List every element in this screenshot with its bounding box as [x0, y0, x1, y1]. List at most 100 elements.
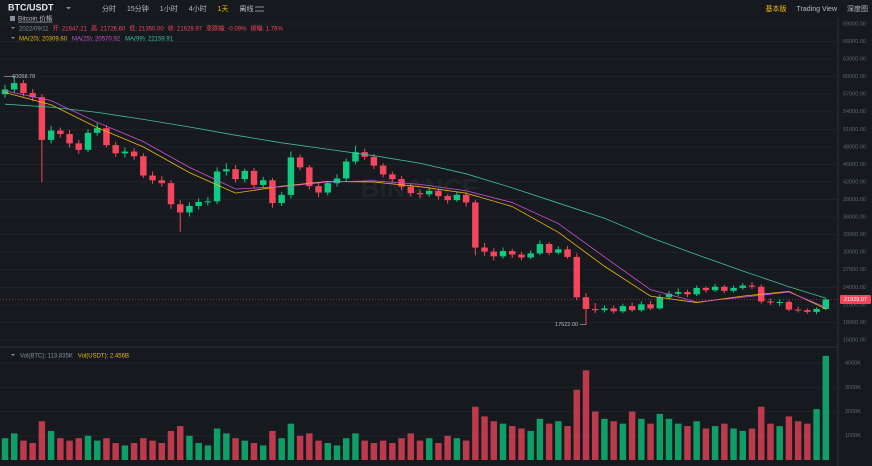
symbol[interactable]: BTC/USDT [8, 2, 54, 12]
candle-body [333, 178, 341, 184]
last-price-box [840, 294, 871, 304]
interval-tab[interactable]: 1小时 [160, 4, 178, 13]
volume-bar [66, 440, 73, 460]
volume-bar [296, 435, 304, 460]
interval-tab[interactable]: 4小时 [189, 4, 207, 13]
y-tick-label: 15000.00 [843, 337, 866, 343]
candle-body [822, 299, 830, 309]
volume-bar [158, 443, 166, 460]
candle-body [241, 170, 249, 180]
candle-body [57, 130, 64, 135]
volume-bar [628, 411, 636, 460]
volume-bar [269, 430, 276, 460]
candle-body [591, 308, 599, 311]
volume-bar [186, 435, 193, 460]
candle-body [721, 286, 728, 291]
candle-body [702, 287, 710, 291]
candle-body [527, 253, 534, 258]
volume-bar [176, 426, 184, 460]
volume-bar [20, 440, 27, 460]
candle-body [204, 201, 212, 203]
symbol-caret[interactable] [66, 7, 71, 10]
candle-body [776, 301, 783, 303]
candle-body [20, 83, 27, 94]
candle-body [103, 128, 110, 146]
collapse-caret[interactable] [11, 354, 15, 356]
candle-body [315, 186, 322, 193]
interval-tab[interactable]: 周线 [240, 4, 254, 13]
candle-body [213, 171, 221, 202]
volume-bar [794, 421, 802, 460]
volume-bar [47, 430, 55, 460]
volume-bar [730, 428, 737, 460]
interval-caret[interactable] [240, 8, 245, 11]
candle-body [140, 156, 147, 176]
candle-body [693, 287, 700, 295]
y-tick-label: 66000.00 [843, 39, 866, 45]
volume-bar [75, 438, 83, 460]
candle-body [416, 193, 424, 195]
volume-bar [84, 435, 92, 460]
candle-body [121, 151, 129, 154]
candle-body [462, 194, 470, 203]
y-tick-label: 48000.00 [843, 144, 866, 150]
volume-bar [804, 423, 811, 460]
volume-bar [315, 440, 322, 460]
candle-body [656, 297, 664, 309]
view-tab[interactable]: 深度图 [847, 4, 868, 13]
volume-tick-label: 2000K [845, 409, 861, 415]
volume-bar [702, 428, 710, 460]
y-tick-label: 36000.00 [843, 215, 866, 221]
volume-bar [573, 389, 581, 460]
volume-bar [518, 428, 525, 460]
volume-tick-label: 4000K [845, 361, 861, 367]
interval-tab[interactable]: 1天 [218, 5, 229, 13]
collapse-caret[interactable] [11, 27, 15, 29]
candle-body [674, 292, 682, 294]
interval-tab[interactable]: 分时 [102, 4, 116, 13]
candle-body [582, 297, 590, 309]
volume-bar [564, 426, 571, 460]
asset-name[interactable]: Bitcoin 价格 [18, 14, 53, 23]
view-tab[interactable]: Trading View [797, 6, 838, 13]
candle-body [665, 293, 673, 298]
ohlc-info: 开: 21647.21 [53, 26, 88, 33]
interval-tab[interactable]: 15分钟 [127, 4, 149, 13]
ohlc-info: 低: 21350.00 [129, 25, 164, 33]
candle-body [269, 180, 276, 204]
ohlc-info: 振幅: 1.76% [250, 25, 283, 33]
candle-body [555, 249, 562, 253]
volume-bar [287, 423, 295, 460]
candle-body [186, 205, 193, 213]
volume-tick-label: 3000K [845, 385, 861, 391]
candle-body [508, 251, 516, 255]
y-tick-label: 60000.00 [843, 74, 866, 80]
view-tab[interactable]: 基本版 [766, 4, 787, 13]
volume-bar [813, 409, 820, 460]
volume-bar [472, 406, 479, 460]
candle-body [545, 244, 553, 253]
ma-legend: MA(25): 20570.92 [72, 37, 121, 43]
collapse-caret[interactable] [11, 37, 15, 39]
volume-bar [213, 428, 221, 460]
candle-body [84, 132, 92, 150]
candle-body [287, 157, 295, 195]
volume-bar [223, 433, 230, 460]
y-tick-label: 63000.00 [843, 57, 866, 63]
candle-body [444, 196, 451, 201]
volume-bar [398, 438, 405, 460]
candle-body [379, 165, 387, 175]
volume-bar [167, 430, 175, 460]
volume-bar [656, 413, 664, 460]
candle-body [93, 128, 101, 133]
candle-body [536, 244, 544, 254]
candle-body [481, 247, 488, 252]
candle-body [130, 151, 138, 157]
ma-line [4, 92, 826, 310]
volume-bar [425, 438, 433, 460]
volume-bar [333, 445, 341, 460]
settings-icon[interactable] [255, 6, 264, 12]
volume-legend: Vol(USDT): 2.456B [78, 354, 129, 360]
y-tick-label: 45000.00 [843, 162, 866, 168]
